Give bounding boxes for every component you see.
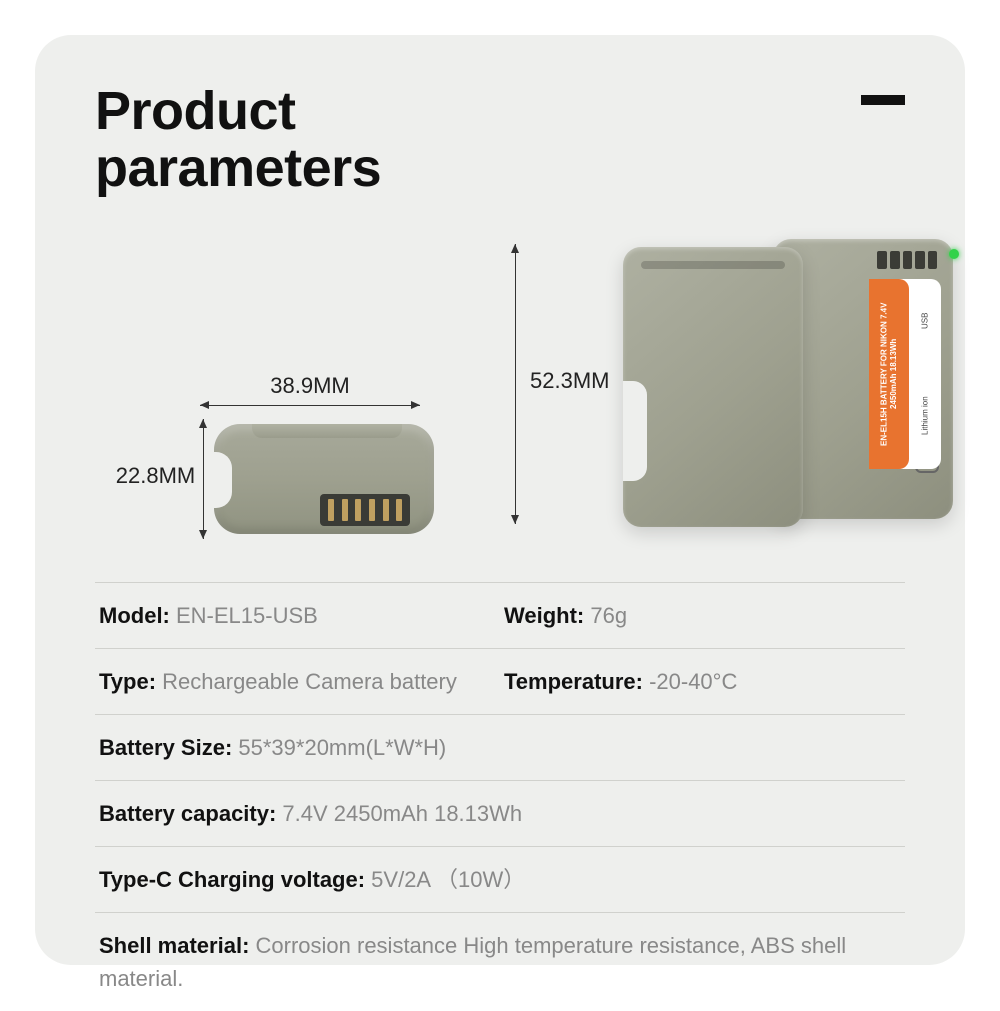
- spec-row: Battery capacity: 7.4V 2450mAh 18.13Wh: [95, 781, 905, 847]
- corner-decorator: [861, 95, 905, 105]
- battery-label-white: Lithium ion USB: [909, 279, 941, 469]
- spec-value: 76g: [590, 603, 627, 628]
- title-line-2: parameters: [95, 138, 381, 198]
- dimension-depth: 22.8MM: [116, 419, 204, 539]
- dimension-arrow-vertical-icon: [203, 419, 204, 539]
- spec-row: Shell material: Corrosion resistance Hig…: [95, 913, 905, 1011]
- spec-table: Model: EN-EL15-USBWeight: 76gType: Recha…: [95, 582, 905, 1011]
- battery-back-contacts: [877, 251, 937, 269]
- spec-key: Battery capacity:: [99, 801, 282, 826]
- battery-front: [623, 247, 803, 527]
- battery-pair-illustration: EN-EL15H BATTERY FOR NIKON 7.4V 2450mAh …: [623, 239, 963, 529]
- spec-value: 5V/2A （10W）: [371, 867, 525, 892]
- battery-label-orange: EN-EL15H BATTERY FOR NIKON 7.4V 2450mAh …: [869, 279, 909, 469]
- label-white-top: Lithium ion: [921, 397, 930, 436]
- spec-row: Type-C Charging voltage: 5V/2A （10W）: [95, 847, 905, 913]
- diagram-front-view: 52.3MM EN-EL15H BATTERY FOR NIKON 7.4V 2…: [515, 224, 963, 544]
- spec-value: Rechargeable Camera battery: [162, 669, 457, 694]
- spec-value: EN-EL15-USB: [176, 603, 318, 628]
- dimension-depth-label: 22.8MM: [116, 463, 195, 489]
- top-view-body: 22.8MM: [116, 414, 434, 544]
- spec-row: Model: EN-EL15-USB: [95, 583, 500, 649]
- charging-indicator-icon: [949, 249, 959, 259]
- product-card: Product parameters 38.9MM 22.8MM: [35, 35, 965, 965]
- dimension-width-label: 38.9MM: [270, 373, 349, 399]
- dimension-arrow-horizontal-icon: [200, 405, 420, 406]
- battery-top-illustration: [214, 414, 434, 544]
- spec-key: Model:: [99, 603, 176, 628]
- spec-row: Battery Size: 55*39*20mm(L*W*H): [95, 715, 905, 781]
- page-title: Product parameters: [95, 83, 905, 196]
- battery-top-notch: [212, 452, 232, 508]
- dimension-arrow-vertical-tall-icon: [515, 244, 516, 524]
- spec-key: Battery Size:: [99, 735, 238, 760]
- spec-key: Type:: [99, 669, 162, 694]
- battery-front-slot: [623, 381, 647, 481]
- spec-row: Weight: 76g: [500, 583, 905, 649]
- spec-key: Shell material:: [99, 933, 256, 958]
- battery-top-strip: [252, 424, 402, 438]
- battery-label-sticker: EN-EL15H BATTERY FOR NIKON 7.4V 2450mAh …: [869, 279, 941, 469]
- spec-value: 7.4V 2450mAh 18.13Wh: [282, 801, 522, 826]
- title-line-1: Product: [95, 81, 296, 141]
- spec-value: -20-40°C: [649, 669, 737, 694]
- spec-key: Weight:: [504, 603, 590, 628]
- battery-front-ridge: [641, 261, 785, 269]
- dimension-width: 38.9MM: [200, 373, 420, 406]
- spec-row: Type: Rechargeable Camera battery: [95, 649, 500, 715]
- spec-key: Temperature:: [504, 669, 649, 694]
- label-white-bottom: USB: [921, 313, 930, 329]
- spec-value: 55*39*20mm(L*W*H): [238, 735, 446, 760]
- diagram-top-view: 38.9MM 22.8MM: [95, 343, 455, 544]
- spec-row: Temperature: -20-40°C: [500, 649, 905, 715]
- battery-top-contacts: [320, 494, 410, 526]
- dimension-height-label: 52.3MM: [530, 368, 609, 394]
- diagram-row: 38.9MM 22.8MM 52.3MM: [95, 224, 905, 544]
- spec-key: Type-C Charging voltage:: [99, 867, 371, 892]
